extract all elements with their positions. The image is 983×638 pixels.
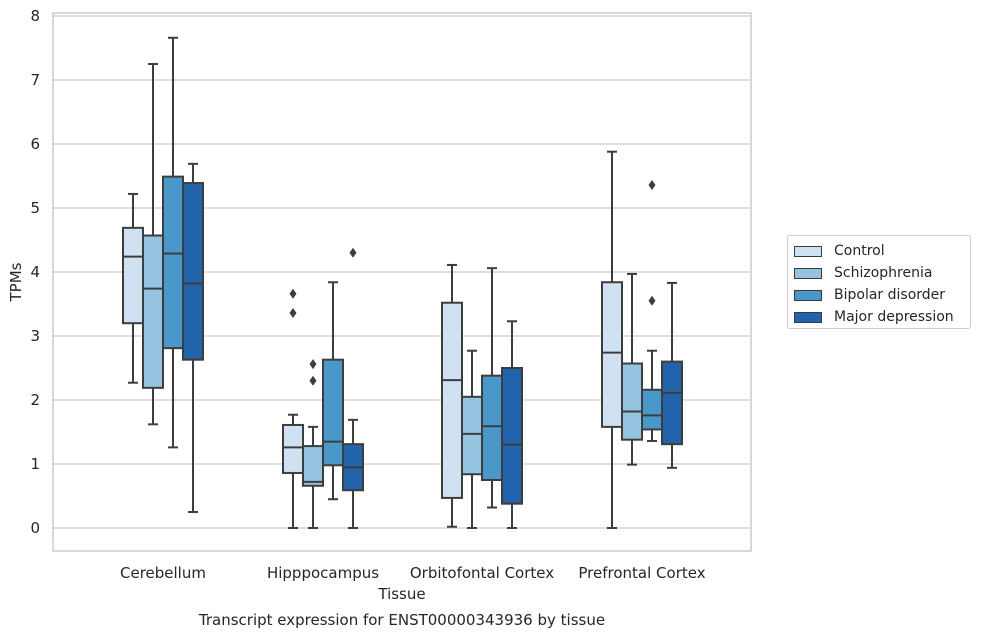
box — [621, 272, 643, 466]
series-bipolar-disorder — [162, 36, 663, 509]
box-iqr — [481, 374, 503, 481]
box-iqr — [461, 395, 483, 476]
box — [122, 192, 144, 384]
outlier-point — [289, 288, 297, 299]
series-schizophrenia — [142, 63, 643, 529]
outlier-point — [309, 375, 317, 386]
legend-label: Control — [834, 243, 885, 259]
box-series — [122, 36, 683, 529]
legend-item: Schizophrenia — [794, 262, 964, 284]
legend-label: Bipolar disorder — [834, 287, 946, 303]
box-iqr — [641, 388, 663, 431]
box-iqr — [122, 226, 144, 325]
box — [182, 162, 204, 513]
legend-swatch — [794, 267, 822, 279]
box-iqr — [162, 175, 184, 350]
x-tick-label: Cerebellum — [120, 564, 206, 582]
legend-item: Control — [794, 240, 964, 262]
y-tick-label: 0 — [30, 519, 40, 537]
box-iqr — [142, 234, 164, 389]
box-iqr — [601, 281, 623, 428]
box-iqr — [282, 423, 304, 474]
series-major-depression — [182, 162, 683, 529]
box — [142, 63, 164, 426]
y-tick-label: 5 — [30, 199, 40, 217]
y-tick-label: 3 — [30, 327, 40, 345]
legend-label: Schizophrenia — [834, 265, 933, 281]
box — [441, 263, 463, 528]
box-iqr — [182, 182, 204, 361]
y-tick-label: 1 — [30, 455, 40, 473]
legend-label: Major depression — [834, 309, 954, 325]
outlier-point — [289, 307, 297, 318]
outlier-point — [648, 295, 656, 306]
legend: Control Schizophrenia Bipolar disorder Majo… — [787, 235, 971, 329]
y-tick-label: 8 — [30, 7, 40, 25]
x-tick-labels: Cerebellum Hipppocampus Orbitofontal Corte… — [120, 564, 706, 582]
box-iqr — [501, 367, 523, 505]
gridlines — [53, 15, 751, 529]
box — [481, 267, 503, 509]
outlier-point — [309, 359, 317, 370]
y-tick-label: 7 — [30, 71, 40, 89]
box — [601, 150, 623, 529]
box-iqr — [441, 301, 463, 499]
box-iqr — [661, 360, 683, 446]
series-control — [122, 150, 623, 529]
box-iqr — [621, 362, 643, 441]
x-tick-label: Hipppocampus — [267, 564, 379, 582]
box-iqr — [322, 358, 344, 467]
legend-swatch — [794, 245, 822, 257]
box — [501, 320, 523, 529]
x-tick-label: Orbitofontal Cortex — [410, 564, 554, 582]
box-iqr — [302, 445, 324, 487]
legend-swatch — [794, 289, 822, 301]
x-axis-label: Tissue — [377, 585, 425, 603]
legend-item: Major depression — [794, 306, 964, 328]
legend-item: Bipolar disorder — [794, 284, 964, 306]
outlier-point — [349, 247, 357, 258]
outlier-point — [648, 179, 656, 190]
y-tick-label: 6 — [30, 135, 40, 153]
box — [302, 359, 324, 529]
x-tick-label: Prefrontal Cortex — [578, 564, 705, 582]
legend-swatch — [794, 311, 822, 323]
y-axis-label: TPMs — [7, 262, 25, 302]
box — [322, 281, 344, 501]
y-tick-labels: 0 1 2 3 4 5 6 7 8 — [30, 7, 40, 537]
box — [661, 281, 683, 469]
box — [342, 247, 364, 529]
y-tick-label: 2 — [30, 391, 40, 409]
y-tick-label: 4 — [30, 263, 40, 281]
box — [162, 36, 184, 449]
chart-caption: Transcript expression for ENST0000034393… — [198, 611, 605, 629]
